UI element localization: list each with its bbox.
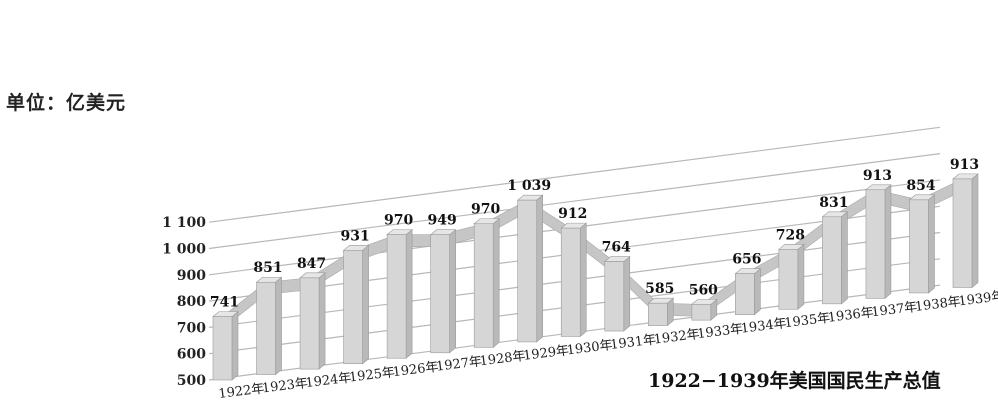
bar	[212, 316, 233, 381]
bar	[691, 304, 712, 321]
bar-side	[971, 173, 979, 289]
bar	[560, 227, 581, 337]
chart-title: 1922−1939年美国国民生产总值	[648, 370, 941, 392]
x-tick-label: 1934年	[740, 316, 788, 337]
data-label: 970	[384, 213, 413, 229]
data-label: 560	[689, 282, 718, 298]
bar-side	[841, 211, 848, 305]
data-label: 931	[340, 228, 369, 244]
unit-label: 单位：亿美元	[6, 92, 127, 114]
x-tick-label: 1936年	[827, 305, 875, 326]
bar	[430, 234, 450, 354]
x-tick-label: 1926年	[392, 360, 440, 381]
trend-ribbon	[222, 178, 963, 330]
x-tick-label: 1923年	[261, 376, 309, 397]
x-tick-label: 1939年	[958, 289, 998, 310]
y-tick-label: 500	[177, 373, 206, 389]
bar	[865, 189, 886, 299]
bar-side	[449, 229, 456, 354]
data-label: 728	[776, 227, 805, 243]
x-tick-label: 1927年	[435, 354, 483, 375]
bar	[343, 250, 363, 364]
data-label: 970	[471, 202, 500, 218]
x-tick-label: 1937年	[871, 300, 919, 321]
y-tick-label: 600	[177, 347, 206, 363]
x-tick-label: 1932年	[653, 327, 701, 348]
gridline	[208, 153, 941, 250]
bar	[647, 302, 668, 326]
y-tick-label: 900	[177, 268, 206, 284]
x-tick-label: 1928年	[479, 349, 527, 370]
x-tick-label: 1930年	[566, 338, 614, 359]
bar	[473, 223, 494, 348]
data-label: 764	[602, 240, 631, 256]
data-label: 854	[906, 178, 935, 194]
y-tick-label: 1 100	[162, 215, 206, 231]
bar	[517, 199, 538, 343]
bar-side	[275, 276, 282, 376]
x-tick-label: 1938年	[914, 294, 962, 315]
bar-side	[579, 222, 587, 338]
bar-side	[231, 310, 239, 381]
bar	[604, 261, 625, 332]
bar	[735, 273, 755, 316]
data-label: 656	[732, 252, 761, 268]
bar-side	[754, 268, 761, 316]
data-label: 913	[950, 157, 979, 173]
bar-side	[318, 272, 326, 370]
bar-side	[362, 244, 369, 365]
bar	[909, 199, 929, 294]
bar	[822, 216, 842, 305]
bar-side	[797, 243, 805, 310]
x-tick-label: 1922年	[218, 381, 266, 402]
data-label: 847	[297, 256, 326, 272]
bar	[952, 178, 973, 288]
bar-side	[928, 194, 935, 294]
x-tick-label: 1929年	[522, 343, 570, 364]
bar-side	[405, 228, 413, 359]
x-tick-label: 1924年	[305, 371, 353, 392]
y-tick-label: 1 000	[162, 242, 206, 258]
bar	[386, 234, 407, 359]
bar	[299, 277, 320, 370]
data-label: 851	[253, 260, 282, 276]
bar	[256, 281, 276, 375]
x-tick-label: 1931年	[609, 332, 657, 353]
gridline	[208, 126, 941, 223]
x-tick-label: 1935年	[784, 311, 832, 332]
data-label: 912	[558, 206, 587, 222]
data-label: 831	[819, 195, 848, 211]
x-tick-label: 1925年	[348, 365, 396, 386]
x-tick-label: 1933年	[696, 322, 744, 343]
bar	[778, 249, 799, 310]
data-label: 585	[645, 281, 674, 297]
data-label: 913	[863, 168, 892, 184]
bar-side	[536, 194, 544, 343]
bar-side	[884, 184, 892, 300]
y-tick-label: 700	[177, 320, 206, 336]
data-label: 1 039	[507, 178, 551, 194]
y-tick-label: 800	[177, 294, 206, 310]
data-label: 741	[210, 295, 239, 311]
bar-side	[492, 218, 500, 348]
bar-side	[623, 255, 631, 332]
data-label: 949	[428, 213, 457, 229]
